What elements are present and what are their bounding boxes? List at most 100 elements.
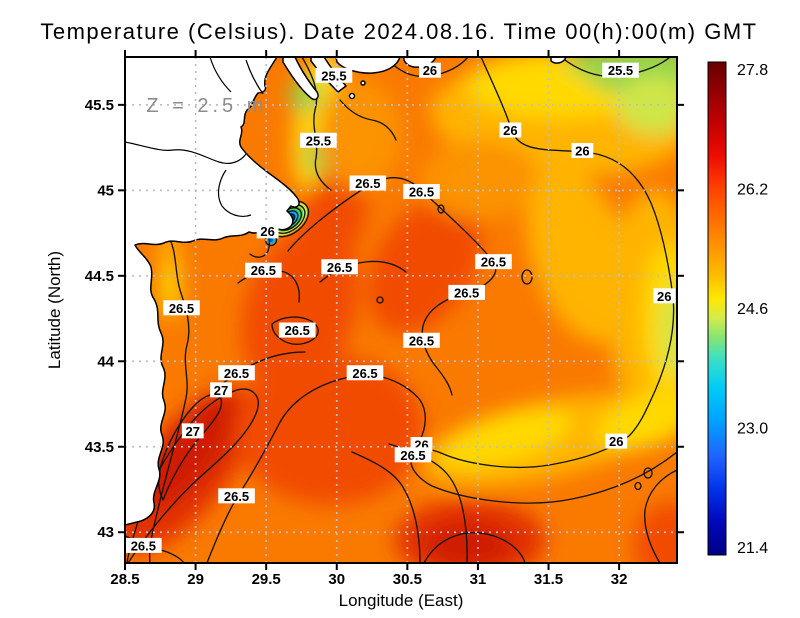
svg-text:26.5: 26.5: [355, 176, 380, 191]
colorbar-tick-label: 21.4: [737, 540, 768, 557]
contour-islet-loop: [376, 296, 384, 304]
contour-26p5-west: [148, 231, 190, 563]
contour-islet-loop: [521, 269, 533, 285]
contour-label: 26.5: [349, 175, 387, 191]
x-tick-label: 30: [328, 571, 345, 588]
contour-label: 26: [653, 288, 676, 304]
contour-label: 26.5: [278, 322, 316, 338]
svg-text:25.5: 25.5: [306, 133, 331, 148]
svg-text:26.5: 26.5: [409, 185, 434, 200]
y-tick-label: 45: [97, 182, 114, 199]
x-tick-label: 32: [611, 571, 628, 588]
contour-26-nearcoast: [339, 99, 397, 141]
y-tick-label: 43: [97, 524, 114, 541]
svg-text:26.5: 26.5: [251, 263, 276, 278]
contour-label: 26.5: [125, 537, 162, 553]
svg-text:26: 26: [503, 123, 517, 138]
y-tick-labels: 45.5 45 44.5 44 43.5 43: [85, 97, 115, 541]
x-tick-labels: 28.5 29 29.5 30 30.5 31 31.5 32: [110, 571, 627, 588]
river-line: [125, 141, 247, 165]
contour-islet-loop: [643, 467, 653, 479]
contour-label: 26.5: [321, 259, 358, 275]
liman-line: [245, 59, 264, 95]
svg-text:26.5: 26.5: [409, 333, 434, 348]
colorbar-tick-labels: 27.8 26.2 24.6 23.0 21.4: [737, 62, 768, 557]
x-axis-title: Longitude (East): [339, 591, 464, 610]
y-tick-label: 44: [97, 353, 114, 370]
contour-26p5-loop: [271, 316, 319, 345]
svg-text:26.5: 26.5: [327, 260, 352, 275]
liman-line: [209, 57, 232, 93]
lagoon-line: [217, 169, 252, 218]
svg-text:26.5: 26.5: [169, 301, 194, 316]
x-tick-label: 29: [187, 571, 204, 588]
svg-text:27: 27: [186, 424, 200, 439]
y-axis-title: Latitude (North): [45, 251, 64, 369]
axis-ticks: [118, 50, 684, 570]
land-coastline: [125, 57, 567, 526]
contour-label: 26.5: [403, 332, 440, 348]
contour-label: 26.5: [245, 262, 282, 278]
svg-text:26.5: 26.5: [285, 323, 310, 338]
contour-label: 25.5: [602, 62, 639, 78]
x-tick-label: 30.5: [393, 571, 422, 588]
depth-annotation: Z = 2.5 m: [146, 95, 267, 117]
contour-label: 26: [571, 143, 594, 159]
colorbar-tick-label: 26.2: [737, 181, 768, 198]
colorbar: 27.8 26.2 24.6 23.0 21.4: [707, 61, 768, 557]
svg-text:26: 26: [575, 144, 589, 159]
svg-text:26: 26: [609, 434, 623, 449]
y-tick-label: 44.5: [85, 268, 114, 285]
svg-text:26.5: 26.5: [224, 366, 249, 381]
contour-label: 26.5: [394, 447, 432, 463]
svg-text:26: 26: [423, 63, 437, 78]
contour-label: 27: [210, 382, 232, 398]
colorbar-tick-label: 23.0: [737, 421, 768, 438]
islet: [348, 92, 356, 100]
chart-title: Temperature (Celsius). Date 2024.08.16. …: [40, 19, 757, 44]
x-tick-label: 29.5: [252, 571, 281, 588]
colorbar-gradient: [707, 61, 727, 556]
contour-label: 26.5: [448, 284, 485, 300]
contour-label: 26.5: [218, 365, 255, 381]
svg-text:26.5: 26.5: [131, 538, 156, 553]
svg-text:25.5: 25.5: [608, 63, 633, 78]
contour-27-bottom: [423, 532, 526, 563]
contour-label: 25.5: [300, 132, 337, 148]
y-tick-label: 45.5: [85, 97, 114, 114]
contour-26-tongue-b: [351, 451, 421, 563]
contour-label: 26.5: [346, 365, 384, 381]
contour-label: 26: [256, 223, 279, 239]
contour-label: 26.5: [163, 300, 200, 316]
svg-text:26: 26: [260, 224, 274, 239]
contour-label: 26: [605, 433, 628, 449]
svg-text:26.5: 26.5: [481, 255, 506, 270]
contour-label: 26.5: [218, 488, 255, 504]
svg-text:27: 27: [214, 383, 228, 398]
x-tick-label: 28.5: [110, 571, 139, 588]
svg-text:25.5: 25.5: [321, 68, 346, 83]
contour-label: 26.5: [475, 254, 512, 270]
y-tick-label: 43.5: [85, 439, 114, 456]
svg-text:26.5: 26.5: [400, 448, 425, 463]
mainland: [125, 57, 300, 526]
svg-text:26.5: 26.5: [454, 285, 479, 300]
contour-corner-se: [644, 469, 677, 563]
colorbar-tick-label: 24.6: [737, 301, 768, 318]
svg-text:26.5: 26.5: [224, 489, 249, 504]
svg-text:26: 26: [657, 289, 671, 304]
spit-1: [282, 57, 319, 101]
contour-label: 26: [499, 122, 522, 138]
islet: [360, 80, 366, 86]
contour-label: 26: [419, 62, 441, 78]
contour-label: 27: [181, 423, 204, 439]
contour-islet-loop: [437, 204, 445, 214]
contour-label: 26.5: [403, 184, 440, 200]
contour-islet-loop: [634, 481, 642, 491]
graticule-gridlines: [125, 57, 677, 563]
colorbar-tick-label: 27.8: [737, 62, 768, 79]
